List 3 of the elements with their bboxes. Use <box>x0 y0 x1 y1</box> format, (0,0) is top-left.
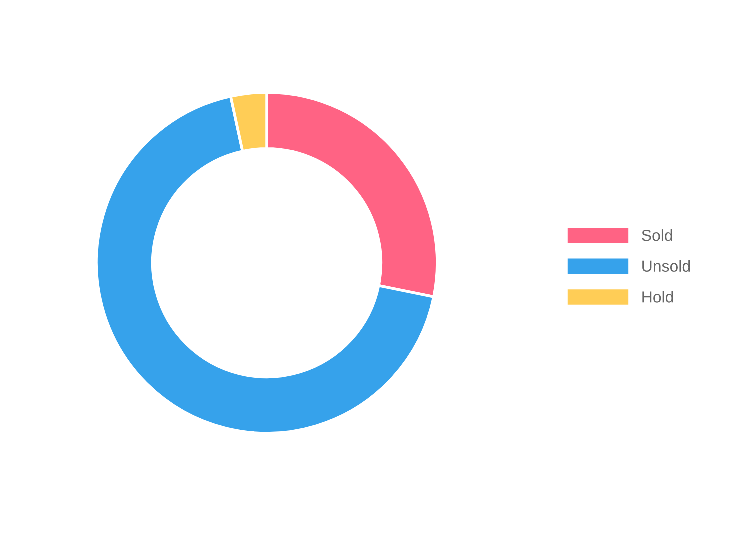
legend-label: Hold <box>642 291 674 303</box>
legend-label: Unsold <box>642 260 690 272</box>
legend-label: Sold <box>642 230 672 242</box>
